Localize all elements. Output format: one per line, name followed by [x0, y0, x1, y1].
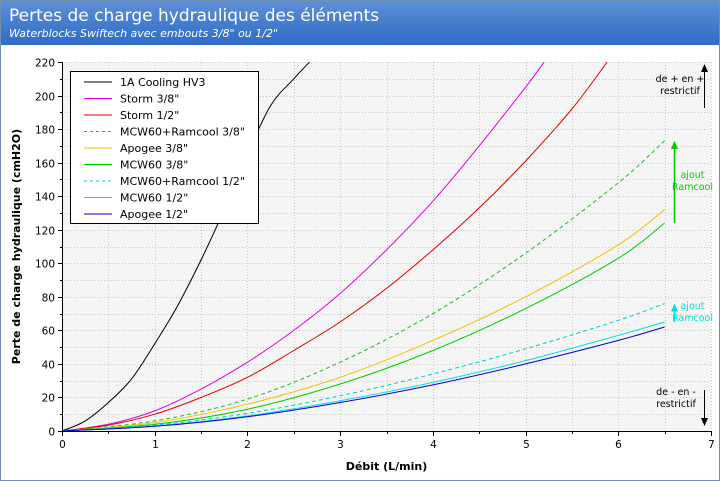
- ramcool-label-cyan-line: Ramcool: [672, 313, 713, 324]
- legend-item-label: MCW60+Ramcool 1/2": [120, 175, 245, 188]
- y-tick-label: 60: [42, 326, 55, 338]
- more-restrictive-label-line: restrictif: [660, 86, 700, 97]
- up-arrow-head: [701, 64, 708, 72]
- x-tick-label: 3: [337, 439, 344, 451]
- legend-item-label: Storm 1/2": [120, 109, 179, 122]
- legend-item-label: 1A Cooling HV3: [120, 76, 206, 89]
- x-tick-label: 4: [430, 439, 437, 451]
- y-tick-label: 40: [42, 360, 55, 372]
- y-axis-label: Perte de charge hydraulique (cmH2O): [10, 129, 23, 364]
- x-tick-label: 2: [244, 439, 251, 451]
- series-line-4: [62, 209, 665, 431]
- legend-item-label: MCW60 1/2": [120, 192, 188, 205]
- ramcool-label-green-line: ajout: [680, 170, 704, 181]
- y-tick-label: 200: [35, 92, 55, 104]
- less-restrictive-label-line: de - en -: [656, 387, 696, 398]
- y-tick-label: 120: [35, 226, 55, 238]
- more-restrictive-label: de + en + restrictif: [656, 74, 705, 97]
- legend-item-label: Apogee 1/2": [120, 208, 188, 221]
- ramcool-label-green: ajout Ramcool: [672, 170, 713, 193]
- x-tick-label: 0: [59, 439, 66, 451]
- series-line-5: [62, 222, 665, 431]
- series-line-2: [62, 62, 608, 431]
- y-tick-label: 220: [35, 58, 55, 70]
- legend-item-label: MCW60+Ramcool 3/8": [120, 126, 245, 139]
- ramcool-label-cyan: ajout Ramcool: [672, 301, 713, 324]
- legend-item-label: MCW60 3/8": [120, 159, 188, 172]
- series-lines: [62, 62, 665, 431]
- chart-header: Pertes de charge hydraulique des élément…: [1, 1, 719, 45]
- axis-ticks: 0 20 40 60 80 100 120 140 160 180 200 220 0 1 2 3 4 5 6 7: [35, 58, 715, 452]
- y-tick-label: 160: [35, 159, 55, 171]
- series-line-1: [62, 62, 545, 431]
- down-arrow-head: [701, 418, 708, 426]
- legend: 1A Cooling HV3 Storm 3/8" Storm 1/2" MCW60+…: [70, 71, 259, 224]
- less-restrictive-label-line: restrictif: [656, 399, 696, 410]
- y-tick-label: 180: [35, 125, 55, 137]
- chart-title: Pertes de charge hydraulique des élément…: [9, 6, 380, 26]
- chart-subtitle: Waterblocks Swiftech avec embouts 3/8" o…: [9, 27, 279, 40]
- less-restrictive-label: de - en -restrictif: [656, 387, 696, 410]
- series-line-0: [62, 62, 310, 431]
- ramcool-arrowhead-cyan: [671, 303, 678, 312]
- y-tick-label: 80: [42, 293, 55, 305]
- x-tick-label: 7: [708, 439, 715, 451]
- series-line-3: [62, 140, 665, 431]
- ramcool-label-green-line: Ramcool: [672, 182, 713, 193]
- x-tick-label: 5: [523, 439, 530, 451]
- y-tick-label: 0: [48, 427, 55, 439]
- x-axis-label: Débit (L/min): [346, 460, 427, 473]
- series-line-8: [62, 326, 665, 431]
- ramcool-arrowhead-green: [671, 140, 678, 149]
- y-tick-label: 100: [35, 259, 55, 271]
- ramcool-label-cyan-line: ajout: [680, 301, 704, 312]
- more-restrictive-label-line: de + en +: [656, 74, 705, 85]
- y-tick-label: 20: [42, 393, 55, 405]
- legend-item-label: Storm 3/8": [120, 93, 179, 106]
- x-tick-label: 6: [615, 439, 622, 451]
- series-line-6: [62, 303, 665, 431]
- legend-item-label: Apogee 3/8": [120, 142, 188, 155]
- y-tick-label: 140: [35, 192, 55, 204]
- x-tick-label: 1: [152, 439, 159, 451]
